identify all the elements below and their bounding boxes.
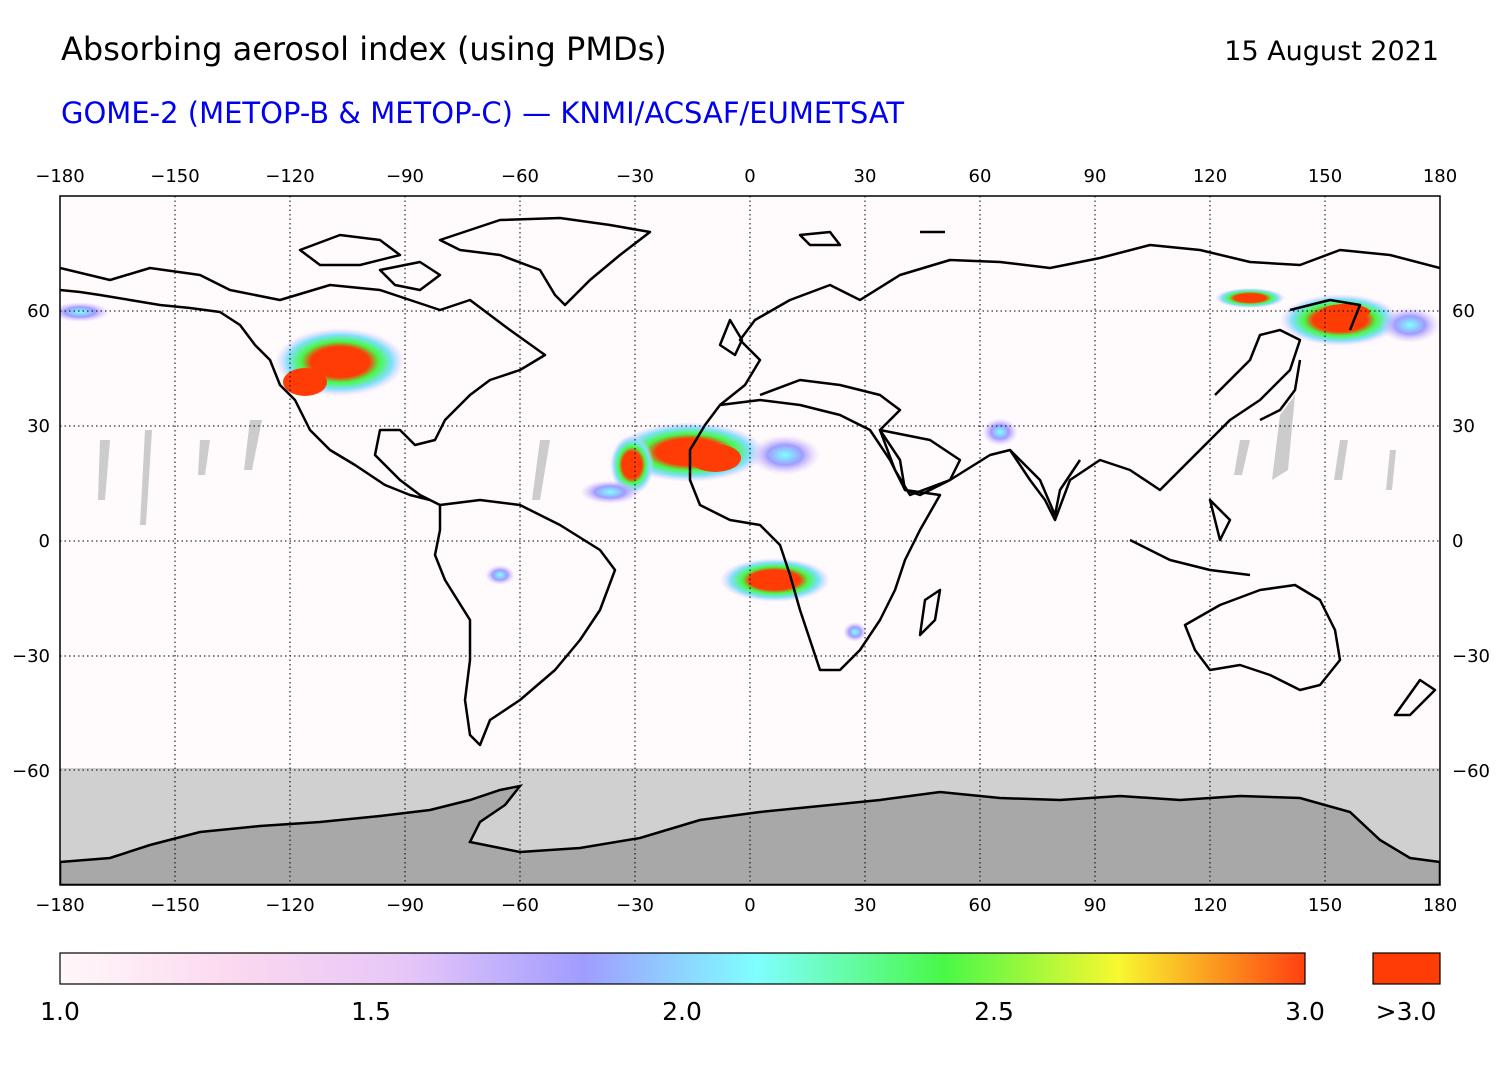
lon-tick-bottom: −90 [386,895,424,916]
lon-tick-bottom: 0 [744,895,755,916]
lon-tick-top: 30 [854,166,877,187]
lat-tick-right: 30 [1452,416,1475,437]
lon-tick-top: −90 [386,166,424,187]
lon-tick-top: 120 [1193,166,1227,187]
lat-tick-right: 0 [1452,531,1463,552]
south-america-coast [433,498,617,747]
lat-tick-left: 0 [39,531,50,552]
no-data-swaths [98,395,1396,525]
coastlines [60,216,1440,747]
lon-tick-bottom: −120 [265,895,314,916]
lat-tick-right: −30 [1452,646,1490,667]
lon-tick-bottom: 120 [1193,895,1227,916]
gridlines [60,196,1440,885]
lat-tick-left: 30 [27,416,50,437]
map-date: 15 August 2021 [1224,36,1439,67]
map-frame [59,195,1441,886]
lon-tick-bottom: 180 [1423,895,1457,916]
lat-tick-left: −30 [12,646,50,667]
lon-tick-bottom: −60 [501,895,539,916]
lon-tick-top: 90 [1084,166,1107,187]
north-america-coast [60,266,547,507]
lon-tick-bottom: −30 [616,895,654,916]
lat-tick-right: −60 [1452,761,1490,782]
lon-tick-bottom: −150 [150,895,199,916]
lon-tick-top: −30 [616,166,654,187]
lon-tick-top: −120 [265,166,314,187]
lon-tick-top: 180 [1423,166,1457,187]
lon-tick-top: 150 [1308,166,1342,187]
map-subtitle: GOME-2 (METOP-B & METOP-C) — KNMI/ACSAF/… [61,96,905,130]
lon-tick-top: −150 [150,166,199,187]
lon-tick-top: −180 [35,166,84,187]
lon-tick-bottom: −180 [35,895,84,916]
lon-tick-bottom: 90 [1084,895,1107,916]
greenland-coast [438,216,652,307]
colorbar-label: 1.0 [40,997,80,1026]
lon-tick-top: 0 [744,166,755,187]
lon-tick-top: 60 [969,166,992,187]
eurasia-coast [719,243,1440,406]
colorbar-label: 3.0 [1285,997,1325,1026]
australia-coast [1183,583,1342,692]
colorbar [59,952,1306,985]
map-title: Absorbing aerosol index (using PMDs) [61,30,667,68]
colorbar-overflow-swatch [1372,952,1441,985]
lat-tick-left: −60 [12,761,50,782]
lon-tick-bottom: 30 [854,895,877,916]
colorbar-label: 1.5 [351,997,391,1026]
colorbar-overflow-label: >3.0 [1376,997,1437,1026]
lon-tick-top: −60 [501,166,539,187]
colorbar-label: 2.5 [974,997,1014,1026]
colorbar-label: 2.0 [662,997,702,1026]
lat-tick-right: 60 [1452,301,1475,322]
lon-tick-bottom: 60 [969,895,992,916]
africa-coast [688,398,942,672]
lon-tick-bottom: 150 [1308,895,1342,916]
lat-tick-left: 60 [27,301,50,322]
